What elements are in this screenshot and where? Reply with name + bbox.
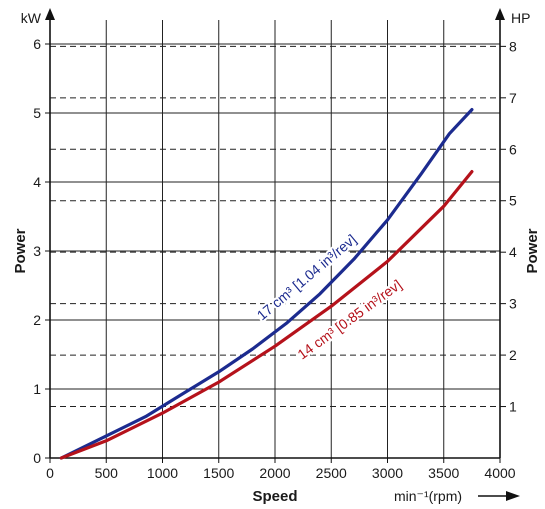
x-tick-label: 0 <box>46 465 54 481</box>
x-tick-label: 1500 <box>203 465 234 481</box>
y-axis-title-left: Power <box>12 228 29 273</box>
x-tick-label: 2000 <box>259 465 290 481</box>
x-tick-label: 3000 <box>372 465 403 481</box>
x-tick-label: 3500 <box>428 465 459 481</box>
y-tick-label-left: 0 <box>33 450 41 466</box>
y-tick-label-right: 3 <box>509 296 517 312</box>
x-tick-label: 1000 <box>147 465 178 481</box>
x-axis-unit-label: min⁻¹(rpm) <box>394 488 462 504</box>
y-tick-label-right: 5 <box>509 193 517 209</box>
series-label-1: 17 cm³ [1.04 in³/rev] <box>254 231 360 323</box>
x-unit-arrow-icon <box>506 491 520 501</box>
y-tick-label-right: 1 <box>509 399 517 415</box>
right-unit-label: HP <box>511 10 530 26</box>
y-tick-label-left: 6 <box>33 36 41 52</box>
series-line-2 <box>59 170 474 460</box>
x-tick-label: 2500 <box>316 465 347 481</box>
y-tick-label-right: 6 <box>509 141 517 157</box>
labels: 0 1 2 3 4 5 6 1 2 3 4 5 6 7 8 0 500 1000 1500 2000 2500 3000 3… <box>12 10 541 505</box>
y-axis-title-right: Power <box>524 228 541 273</box>
y-tick-label-right: 8 <box>509 38 517 54</box>
grid <box>50 20 500 458</box>
x-tick-label: 4000 <box>484 465 515 481</box>
x-axis-title: Speed <box>252 488 297 505</box>
y-tick-label-left: 5 <box>33 105 41 121</box>
y-tick-label-left: 2 <box>33 312 41 328</box>
left-axis-arrow-icon <box>45 8 55 20</box>
y-tick-label-left: 3 <box>33 243 41 259</box>
series-line-1 <box>59 107 474 460</box>
right-axis-arrow-icon <box>495 8 505 20</box>
series-lines <box>59 107 474 460</box>
y-tick-label-left: 4 <box>33 174 41 190</box>
y-tick-label-left: 1 <box>33 381 41 397</box>
y-tick-label-right: 2 <box>509 347 517 363</box>
y-tick-label-right: 4 <box>509 244 517 260</box>
axes <box>45 8 506 463</box>
y-tick-label-right: 7 <box>509 90 517 106</box>
x-tick-label: 500 <box>95 465 119 481</box>
left-unit-label: kW <box>21 10 42 26</box>
